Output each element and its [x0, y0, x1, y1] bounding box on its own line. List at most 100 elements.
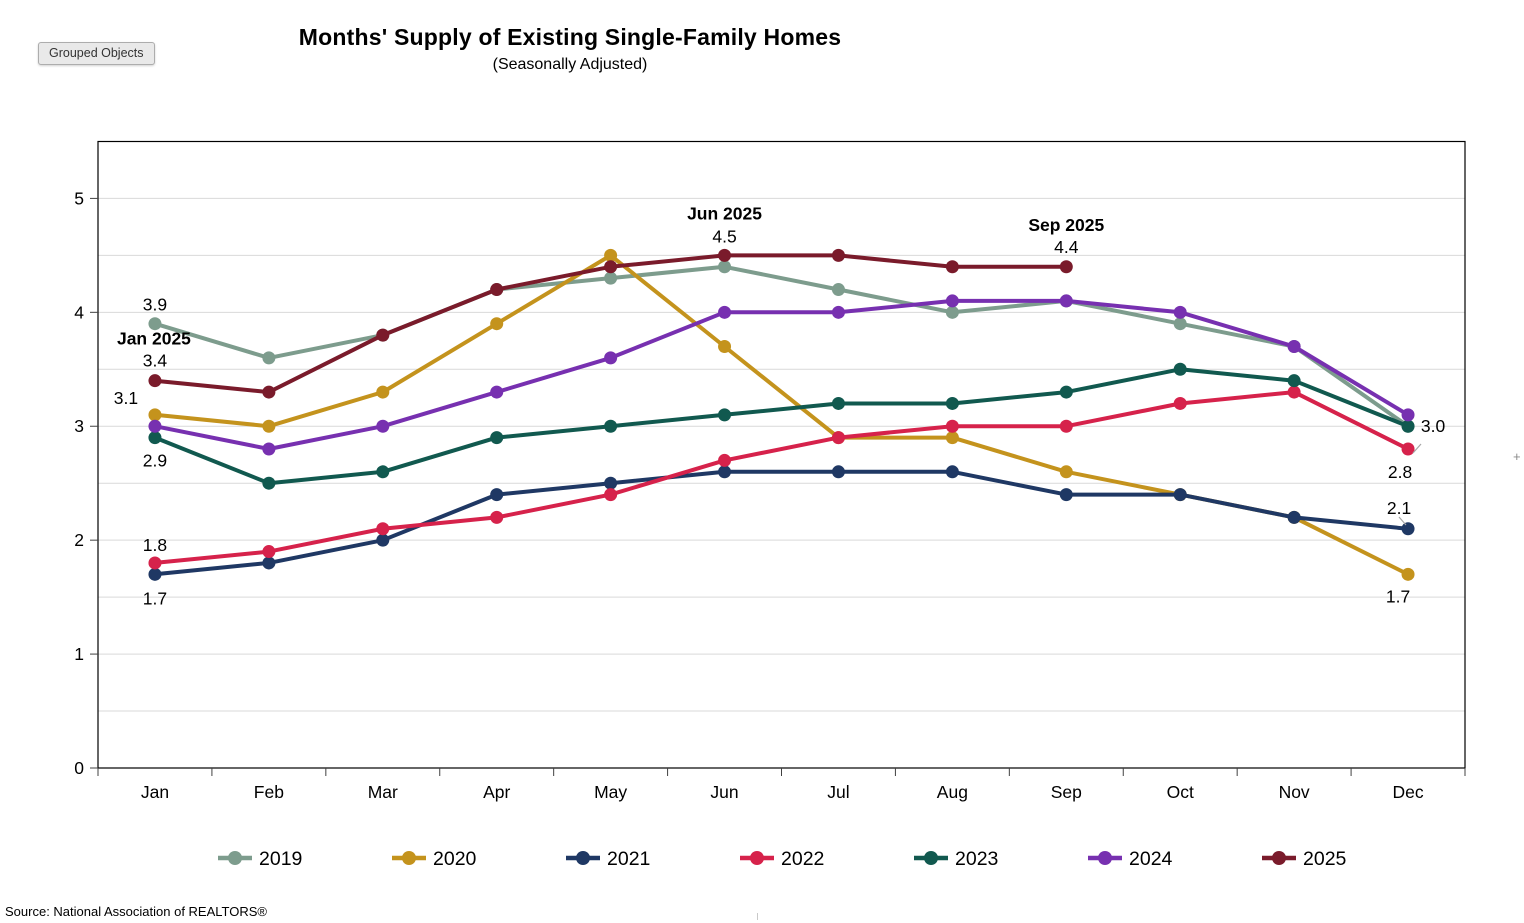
x-axis-label: Aug: [937, 782, 968, 802]
data-point-2021-Oct: [1173, 488, 1187, 502]
plus-artifact: +: [1513, 449, 1521, 464]
legend-item-2024[interactable]: 2024: [1088, 848, 1173, 870]
data-point-2024-Dec: [1401, 408, 1415, 422]
data-point-2024-Sep: [1059, 294, 1073, 308]
legend-marker-dot: [750, 851, 764, 865]
series-line-2019: [153, 264, 1410, 429]
x-axis-label: Dec: [1392, 782, 1423, 802]
y-axis-label: 3: [74, 416, 84, 436]
legend-item-2019[interactable]: 2019: [218, 848, 302, 870]
data-point-2020-Jan: [148, 408, 162, 422]
data-label: 1.7: [1386, 586, 1410, 606]
legend-item-2022[interactable]: 2022: [740, 848, 824, 870]
data-label: 1.7: [143, 588, 167, 608]
data-point-2025-Aug: [945, 260, 959, 274]
annotation-label: Jun 2025: [687, 203, 762, 223]
data-point-2024-Jul: [831, 305, 845, 319]
data-point-2022-Nov: [1287, 385, 1301, 399]
data-label: 2.1: [1387, 498, 1411, 518]
data-point-2022-Apr: [490, 510, 504, 524]
legend-marker-dot: [1272, 851, 1286, 865]
x-axis-label: May: [594, 782, 627, 802]
data-point-2021-Apr: [490, 488, 504, 502]
annotation-label: Jan 2025: [117, 329, 191, 349]
legend-label: 2019: [259, 848, 302, 870]
y-axis-label: 5: [74, 188, 84, 208]
data-point-2019-Aug: [945, 305, 959, 319]
data-point-2023-Oct: [1173, 362, 1187, 376]
data-point-2019-Jun: [718, 260, 732, 274]
data-point-2023-Jun: [718, 408, 732, 422]
data-point-2023-Apr: [490, 431, 504, 445]
y-axis-label: 2: [74, 530, 84, 550]
plot-border: [97, 140, 1466, 769]
legend-item-2021[interactable]: 2021: [566, 848, 650, 870]
data-point-2024-May: [604, 351, 618, 365]
legend-item-2025[interactable]: 2025: [1262, 848, 1347, 870]
data-point-2025-Sep: [1059, 260, 1073, 274]
data-point-2021-Jan: [148, 567, 162, 581]
x-axis-label: Feb: [254, 782, 284, 802]
data-point-2025-Jun: [718, 248, 732, 262]
data-point-2023-Aug: [945, 396, 959, 410]
legend-marker-dot: [1098, 851, 1112, 865]
data-label: 4.4: [1054, 237, 1079, 257]
data-point-2020-Mar: [376, 385, 390, 399]
data-point-2020-May: [604, 248, 618, 262]
data-point-2022-Oct: [1173, 396, 1187, 410]
data-point-2022-Jul: [831, 431, 845, 445]
data-point-2022-Sep: [1059, 419, 1073, 433]
grouped-objects-button[interactable]: Grouped Objects: [38, 42, 155, 65]
data-point-2025-Mar: [376, 328, 390, 342]
legend-item-2020[interactable]: 2020: [392, 848, 477, 870]
x-axis-label: Sep: [1051, 782, 1082, 802]
data-point-2025-Apr: [490, 283, 504, 297]
data-point-2024-Jun: [718, 305, 732, 319]
series-line-2024: [153, 298, 1410, 451]
data-point-2019-Oct: [1173, 317, 1187, 331]
data-point-2020-Feb: [262, 419, 276, 433]
data-point-2023-Jan: [148, 431, 162, 445]
data-point-2020-Apr: [490, 317, 504, 331]
label-leader-line: [1412, 443, 1422, 454]
data-point-2021-May: [604, 476, 618, 490]
x-axis-label: Jan: [141, 782, 169, 802]
data-point-2025-Jul: [831, 248, 845, 262]
data-point-2025-Jan: [148, 374, 162, 388]
legend-label: 2023: [955, 848, 998, 870]
legend-item-2023[interactable]: 2023: [914, 848, 998, 870]
chart-subtitle: (Seasonally Adjusted): [492, 56, 648, 73]
data-label: 2.9: [143, 451, 167, 471]
data-point-2019-Jul: [831, 283, 845, 297]
data-point-2024-Apr: [490, 385, 504, 399]
data-point-2020-Jun: [718, 339, 732, 353]
data-point-2024-Aug: [945, 294, 959, 308]
data-point-2021-Sep: [1059, 488, 1073, 502]
x-axis-label: Oct: [1167, 782, 1194, 802]
data-point-2024-Nov: [1287, 339, 1301, 353]
data-point-2021-Feb: [262, 556, 276, 570]
data-point-2019-May: [604, 271, 618, 285]
y-axis-label: 4: [74, 302, 84, 322]
data-point-2024-Oct: [1173, 305, 1187, 319]
data-point-2023-Feb: [262, 476, 276, 490]
legend-marker-dot: [576, 851, 590, 865]
data-point-2023-Mar: [376, 465, 390, 479]
data-label: 3.1: [114, 388, 138, 408]
data-point-2023-May: [604, 419, 618, 433]
legend-label: 2022: [781, 848, 824, 870]
data-label: 4.5: [712, 226, 736, 246]
data-point-2021-Jun: [718, 465, 732, 479]
y-axis-label: 1: [74, 644, 84, 664]
data-point-2023-Sep: [1059, 385, 1073, 399]
label-leader-line: [1398, 516, 1407, 526]
chart-title: Months' Supply of Existing Single-Family…: [298, 24, 842, 50]
data-point-2022-Mar: [376, 522, 390, 536]
source-note: Source: National Association of REALTORS…: [5, 904, 267, 919]
legend-label: 2025: [1303, 848, 1347, 870]
series-line-2021: [153, 469, 1410, 577]
legend-marker-dot: [924, 851, 938, 865]
legend-marker-dot: [402, 851, 416, 865]
